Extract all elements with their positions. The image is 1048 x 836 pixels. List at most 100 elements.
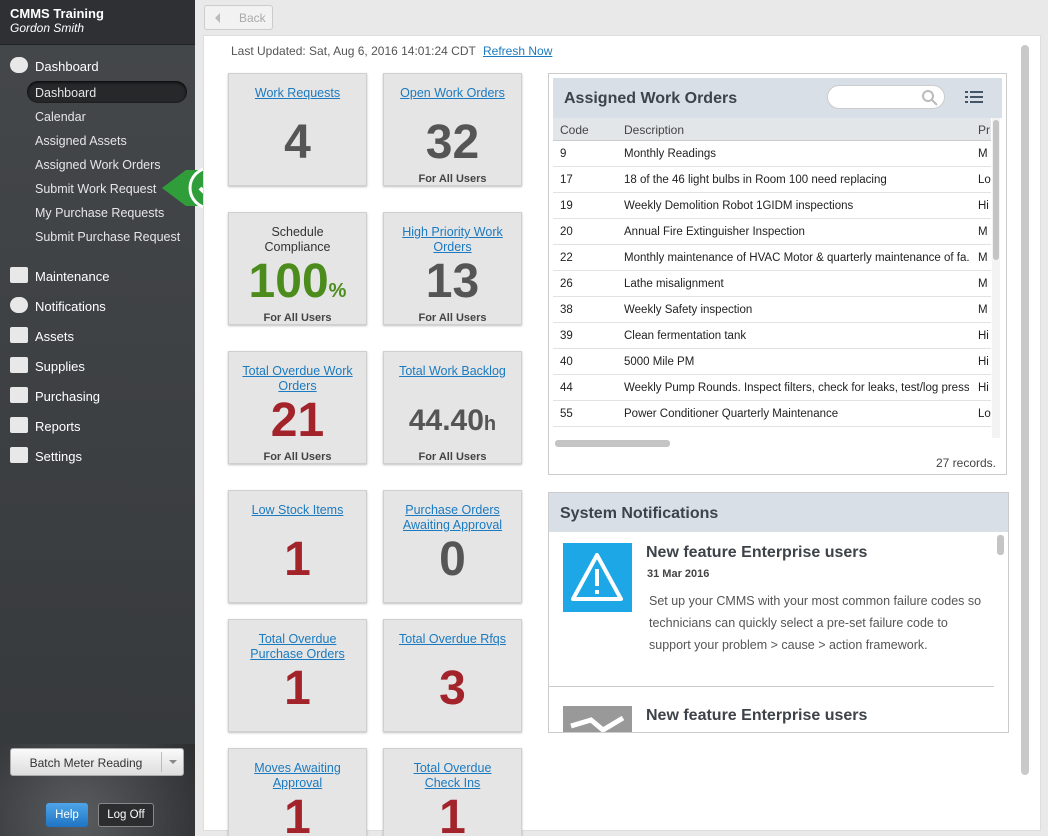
row-line — [553, 244, 991, 245]
tile-label[interactable]: Total Overdue Check Ins — [413, 761, 492, 790]
help-button[interactable]: Help — [46, 803, 88, 827]
table-cell: 38 — [560, 304, 573, 316]
kpi-tile[interactable]: Total Overdue Purchase Orders 1 — [228, 619, 367, 732]
list-icon[interactable] — [965, 90, 983, 104]
user-name: Gordon Smith — [10, 21, 85, 35]
kpi-tile[interactable]: Total Overdue Rfqs 3 — [383, 619, 522, 732]
kpi-tile[interactable]: Total Work Backlog 44.40h For All Users — [383, 351, 522, 464]
search-box[interactable] — [827, 85, 945, 109]
nav-item[interactable]: Submit Purchase Request — [35, 230, 181, 244]
tile-label[interactable]: Total Overdue Work Orders — [242, 364, 353, 393]
nav-item[interactable]: Submit Work Request — [35, 182, 157, 196]
nav-item[interactable]: Calendar — [35, 110, 86, 124]
table-cell[interactable]: Weekly Safety inspection — [624, 304, 753, 316]
table-cell[interactable]: Lathe misalignment — [624, 278, 724, 290]
nav-section[interactable]: Notifications — [35, 299, 106, 314]
nav-section[interactable]: Reports — [35, 419, 81, 434]
record-count: 27 records. — [935, 456, 996, 470]
kpi-tile[interactable]: High Priority Work Orders 13 For All Users — [383, 212, 522, 325]
column-header: Code — [560, 123, 589, 137]
notifications-panel: System Notifications New feature Enterpr… — [548, 492, 1009, 733]
kpi-tile[interactable]: Moves Awaiting Approval 1 — [228, 748, 367, 836]
tile-number: 3 — [439, 662, 466, 715]
tile-value: 1 — [229, 793, 366, 836]
row-line — [553, 218, 991, 219]
kpi-tile[interactable]: Purchase Orders Awaiting Approval 0 — [383, 490, 522, 603]
nav-item[interactable]: My Purchase Requests — [35, 206, 165, 220]
table-cell: Hi — [978, 382, 989, 394]
column-header: Description — [624, 123, 685, 137]
table-cell[interactable]: Annual Fire Extinguisher Inspection — [624, 226, 805, 238]
tile-label[interactable]: Total Work Backlog — [399, 364, 506, 378]
notif-title: New feature Enterprise users — [646, 707, 868, 724]
refresh-link[interactable]: Refresh Now — [483, 44, 553, 58]
kpi-tile[interactable]: Work Requests 4 — [228, 73, 367, 186]
row-line — [553, 322, 991, 323]
separator — [549, 686, 994, 687]
table-hscroll-thumb[interactable] — [555, 440, 670, 447]
tile-label[interactable]: Open Work Orders — [400, 86, 505, 100]
table-cell: 26 — [560, 278, 573, 290]
row-line — [553, 374, 991, 375]
nav-section[interactable]: Assets — [35, 329, 75, 344]
sidebar: CMMS Training Gordon Smith Batch Meter R… — [0, 0, 195, 836]
main-scrollbar[interactable] — [1021, 45, 1029, 775]
nav-item[interactable]: Dashboard — [35, 86, 97, 100]
last-updated: Last Updated: Sat, Aug 6, 2016 14:01:24 … — [231, 44, 476, 58]
tile-label[interactable]: Purchase Orders Awaiting Approval — [402, 503, 503, 532]
table-cell[interactable]: Weekly Pump Rounds. Inspect filters, che… — [624, 382, 969, 394]
table-cell: 9 — [560, 148, 567, 160]
table-cell: 19 — [560, 200, 573, 212]
divider — [161, 752, 162, 772]
tile-value: 44.40h — [384, 396, 521, 449]
nav-icon — [10, 417, 28, 433]
logoff-button[interactable]: Log Off — [98, 803, 154, 827]
table-cell[interactable]: 18 of the 46 light bulbs in Room 100 nee… — [624, 174, 887, 186]
panel-title: Assigned Work Orders — [564, 90, 738, 107]
table-cell: 55 — [560, 408, 573, 420]
tile-number: 1 — [439, 791, 466, 836]
table-cell: 39 — [560, 330, 573, 342]
tile-label[interactable]: Moves Awaiting Approval — [254, 761, 341, 790]
nav-section[interactable]: Purchasing — [35, 389, 101, 404]
table-cell: M — [978, 148, 988, 160]
table-cell: M — [978, 278, 988, 290]
table-cell[interactable]: Monthly Readings — [624, 148, 717, 160]
tile-label[interactable]: Low Stock Items — [251, 503, 344, 517]
table-cell[interactable]: Clean fermentation tank — [624, 330, 747, 342]
table-cell[interactable]: Power Conditioner Quarterly Maintenance — [624, 408, 839, 420]
nav-section[interactable]: Maintenance — [35, 269, 110, 284]
table-cell[interactable]: Weekly Demolition Robot 1GIDM inspection… — [624, 200, 854, 212]
nav-icon — [10, 57, 28, 73]
table-cell: 22 — [560, 252, 573, 264]
nav-item[interactable]: Assigned Assets — [35, 134, 127, 148]
kpi-tile[interactable]: Total Overdue Check Ins 1 — [383, 748, 522, 836]
row-line — [553, 348, 991, 349]
nav-section[interactable]: Dashboard — [35, 59, 99, 74]
kpi-tile[interactable]: Open Work Orders 32 For All Users — [383, 73, 522, 186]
tile-label[interactable]: Work Requests — [254, 86, 341, 100]
tile-value: 13 — [384, 257, 521, 307]
warning-icon — [563, 543, 632, 612]
tile-value: 21 — [229, 396, 366, 446]
tile-subtext: For All Users — [418, 173, 487, 185]
back-button[interactable]: Back — [204, 5, 273, 30]
table-cell[interactable]: Monthly maintenance of HVAC Motor & quar… — [624, 252, 969, 264]
table-cell: Lo — [978, 408, 991, 420]
kpi-tile[interactable]: Low Stock Items 1 — [228, 490, 367, 603]
tile-label[interactable]: Total Overdue Rfqs — [399, 632, 506, 646]
table-cell[interactable]: 5000 Mile PM — [624, 356, 695, 368]
tile-label[interactable]: High Priority Work Orders — [402, 225, 503, 254]
nav-section[interactable]: Settings — [35, 449, 82, 464]
nav-section[interactable]: Supplies — [35, 359, 85, 374]
tile-number: 0 — [439, 533, 466, 586]
kpi-tile[interactable]: Schedule Compliance 100% For All Users — [228, 212, 367, 325]
tile-value: 1 — [229, 535, 366, 585]
table-cell: 17 — [560, 174, 573, 186]
batch-button[interactable]: Batch Meter Reading — [10, 748, 184, 776]
table-vscroll-thumb[interactable] — [993, 120, 999, 260]
notif-scroll-thumb[interactable] — [997, 535, 1004, 555]
nav-item[interactable]: Assigned Work Orders — [35, 158, 161, 172]
kpi-tile[interactable]: Total Overdue Work Orders 21 For All Users — [228, 351, 367, 464]
tile-label[interactable]: Total Overdue Purchase Orders — [250, 632, 345, 661]
